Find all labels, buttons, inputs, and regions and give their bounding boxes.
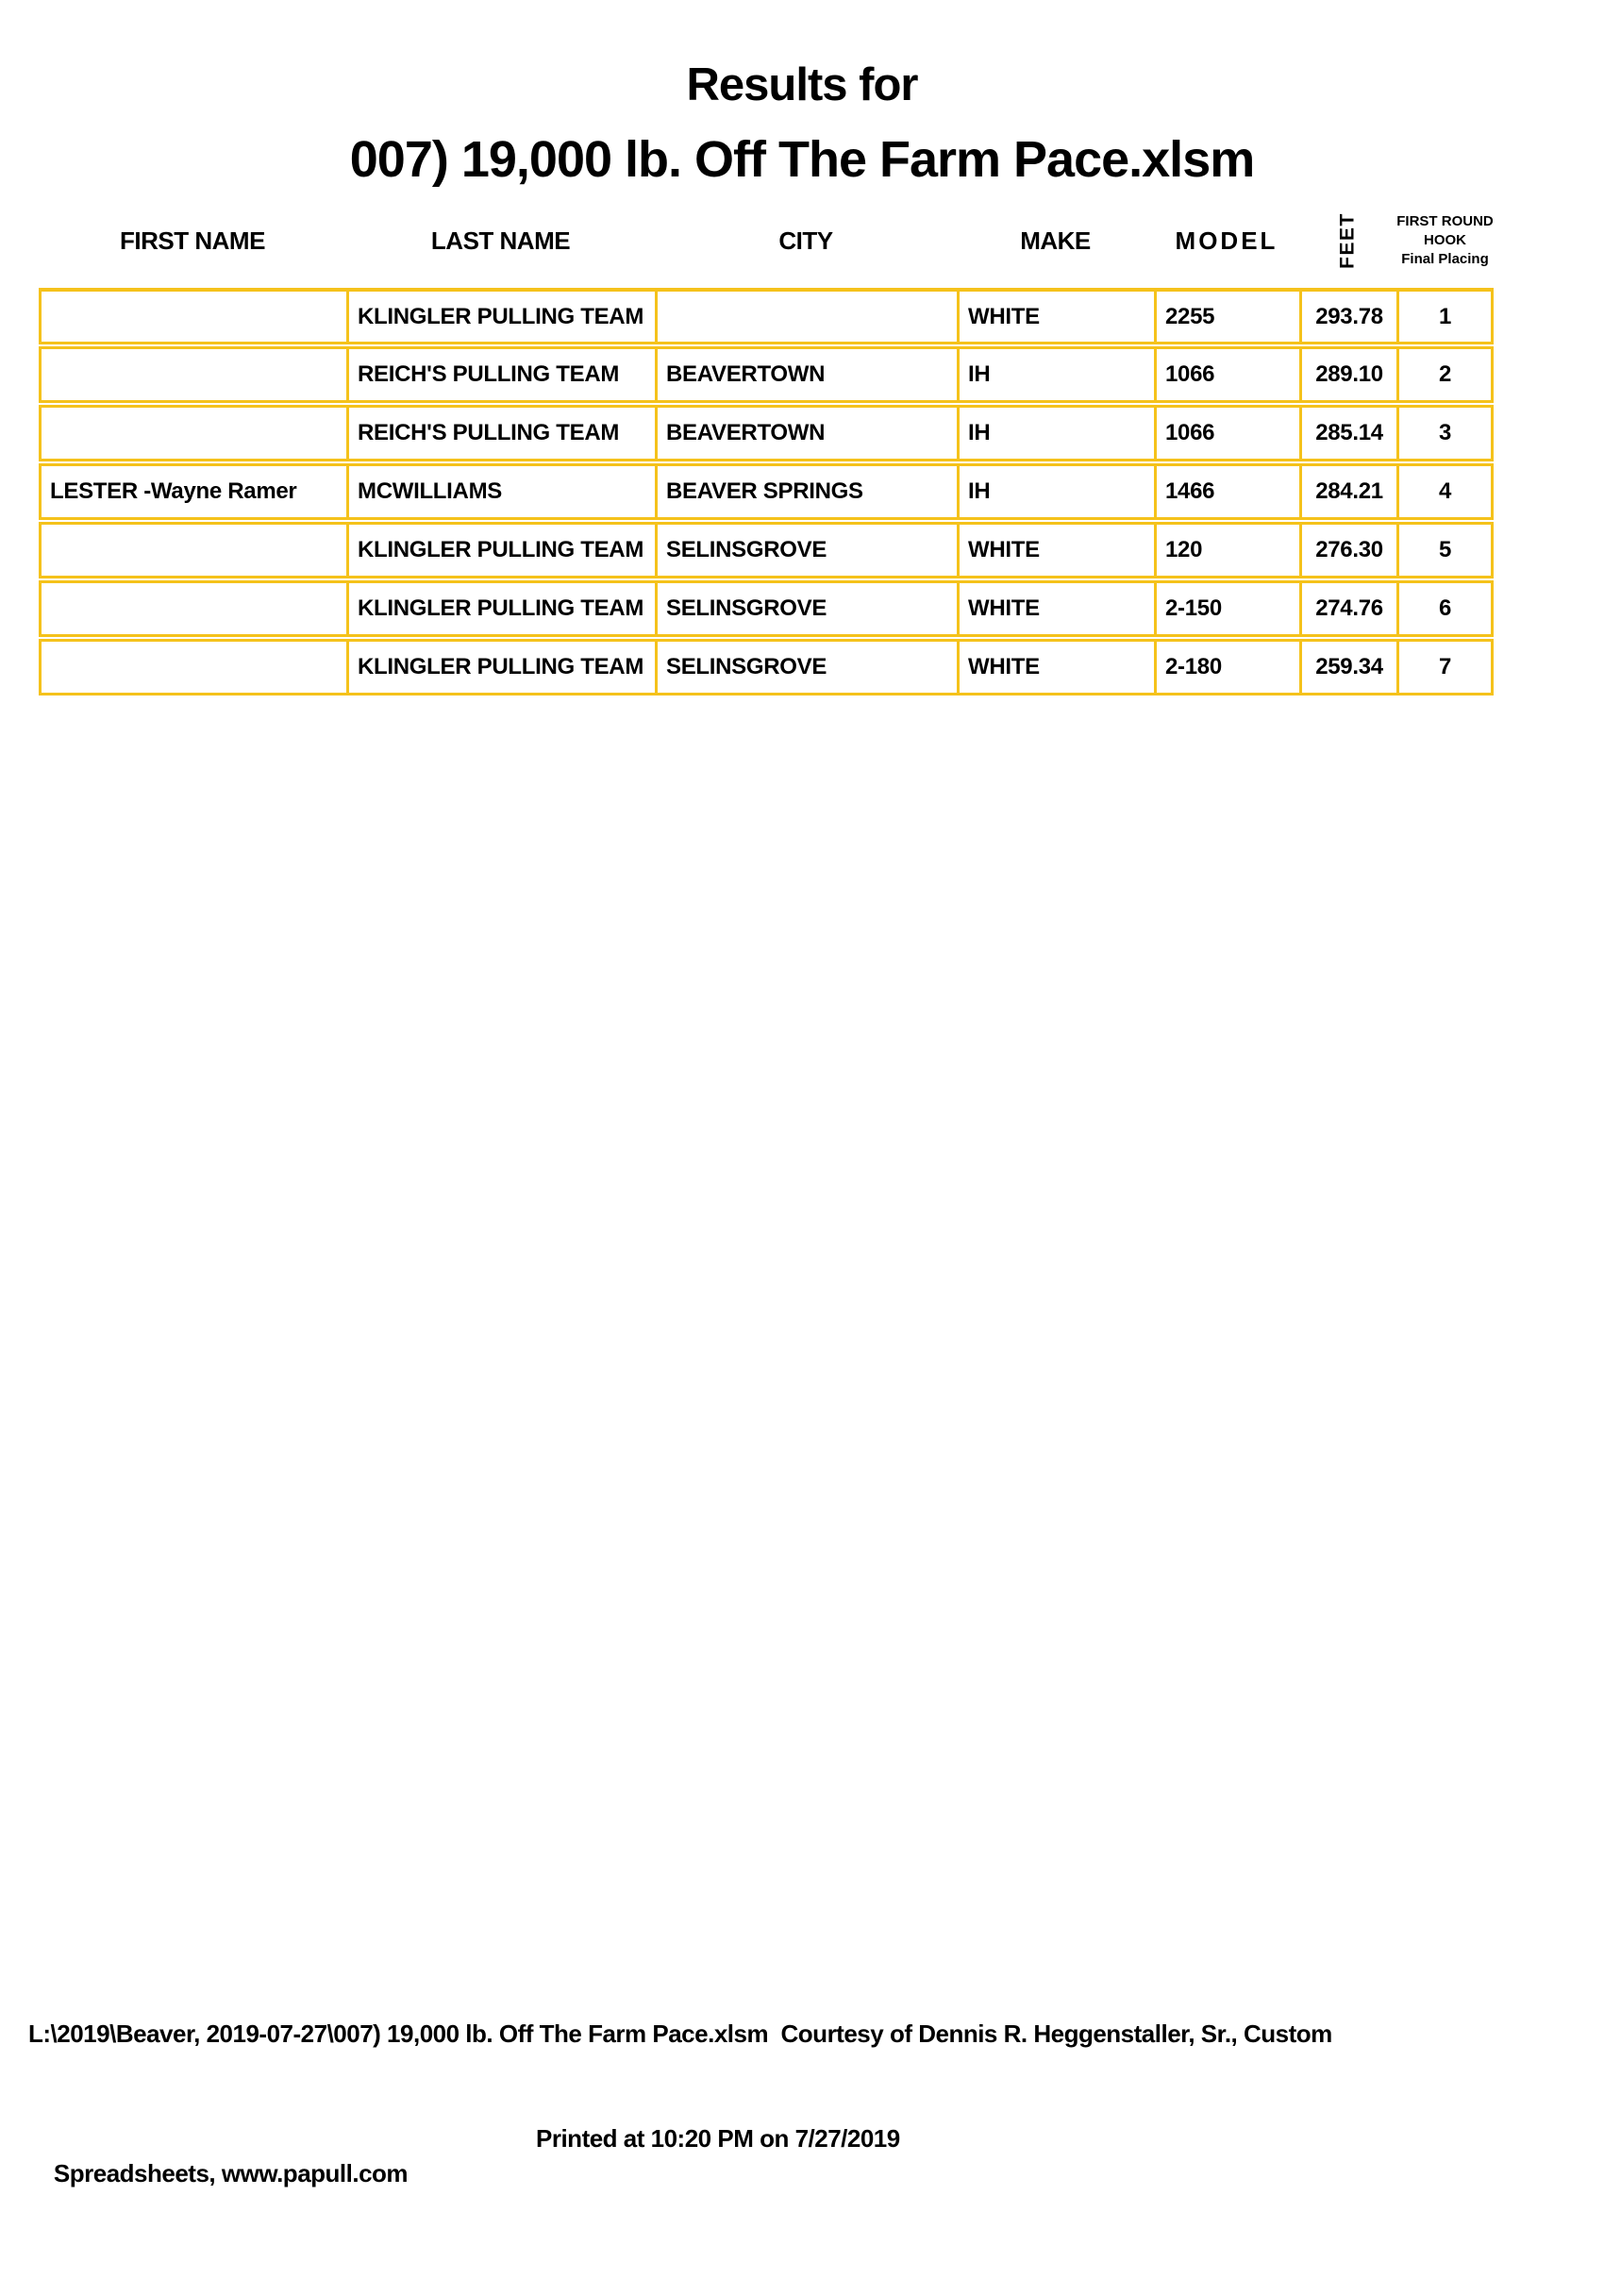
cell-feet: 274.76: [1299, 583, 1396, 634]
cell-model: 2-150: [1154, 583, 1299, 634]
cell-last-name: KLINGLER PULLING TEAM: [346, 525, 655, 576]
results-table-body: KLINGLER PULLING TEAM WHITE 2255 293.78 1 REI…: [39, 288, 1494, 697]
file-title: 007) 19,000 lb. Off The Farm Pace.xlsm: [349, 131, 1255, 188]
cell-model: 1466: [1154, 466, 1299, 517]
cell-first-name: [42, 583, 346, 634]
cell-feet: 284.21: [1299, 466, 1396, 517]
cell-city: SELINSGROVE: [655, 525, 957, 576]
column-header-feet: FEET: [1336, 212, 1359, 269]
cell-feet: 259.34: [1299, 642, 1396, 693]
table-row: KLINGLER PULLING TEAM SELINSGROVE WHITE 2-1…: [39, 580, 1494, 637]
cell-model: 2-180: [1154, 642, 1299, 693]
cell-model: 1066: [1154, 408, 1299, 459]
results-page: { "title": { "line1": "Results for", "li…: [28, 59, 1494, 2187]
cell-last-name: KLINGLER PULLING TEAM: [346, 292, 655, 342]
cell-first-name: [42, 525, 346, 576]
cell-city: BEAVERTOWN: [655, 349, 957, 400]
cell-placing: 2: [1396, 349, 1491, 400]
column-header-placing-line2: HOOK: [1424, 232, 1466, 248]
cell-last-name: MCWILLIAMS: [346, 466, 655, 517]
cell-make: WHITE: [957, 642, 1154, 693]
cell-model: 2255: [1154, 292, 1299, 342]
table-row: REICH'S PULLING TEAM BEAVERTOWN IH 1066 285.…: [39, 405, 1494, 461]
cell-last-name: REICH'S PULLING TEAM: [346, 349, 655, 400]
footer-file-path: L:\2019\Beaver, 2019-07-27\007) 19,000 l…: [28, 2019, 1332, 2048]
cell-city: BEAVER SPRINGS: [655, 466, 957, 517]
cell-feet: 285.14: [1299, 408, 1396, 459]
cell-placing: 1: [1396, 292, 1491, 342]
cell-first-name: LESTER -Wayne Ramer: [50, 478, 297, 504]
column-header-placing-line1: FIRST ROUND: [1396, 213, 1494, 229]
cell-city: [655, 292, 957, 342]
column-header-city: CITY: [778, 226, 833, 255]
column-header-make: MAKE: [1020, 226, 1091, 255]
cell-make: WHITE: [957, 583, 1154, 634]
cell-first-name: [42, 642, 346, 693]
footer-line2: Spreadsheets, www.papull.com Printed at …: [28, 2121, 1585, 2261]
page-footer: L:\2019\Beaver, 2019-07-27\007) 19,000 l…: [28, 1947, 1585, 2296]
cell-make: WHITE: [957, 525, 1154, 576]
cell-make: IH: [957, 466, 1154, 517]
cell-city: BEAVERTOWN: [655, 408, 957, 459]
footer-printed-timestamp: Printed at 10:20 PM on 7/27/2019: [536, 2124, 900, 2153]
cell-placing: 7: [1396, 642, 1491, 693]
column-header-model: MODEL: [1175, 226, 1278, 255]
cell-first-name: [42, 292, 346, 342]
table-row: LESTER -Wayne Ramer MCWILLIAMS BEAVER SPRI…: [39, 463, 1494, 520]
column-header-first-name: FIRST NAME: [120, 226, 265, 255]
table-row: KLINGLER PULLING TEAM SELINSGROVE WHITE 2-1…: [39, 639, 1494, 696]
cell-make: IH: [957, 349, 1154, 400]
cell-first-name: [42, 349, 346, 400]
cell-make: IH: [957, 408, 1154, 459]
cell-placing: 5: [1396, 525, 1491, 576]
cell-feet: 293.78: [1299, 292, 1396, 342]
cell-placing: 3: [1396, 408, 1491, 459]
table-header-row: FIRST NAME LAST NAME CITY MAKE MODEL FEE…: [39, 196, 1494, 285]
cell-feet: 276.30: [1299, 525, 1396, 576]
table-row: KLINGLER PULLING TEAM WHITE 2255 293.78 1: [39, 288, 1494, 344]
cell-placing: 6: [1396, 583, 1491, 634]
table-row: KLINGLER PULLING TEAM SELINSGROVE WHITE 120…: [39, 522, 1494, 578]
cell-make: WHITE: [957, 292, 1154, 342]
cell-city: SELINSGROVE: [655, 642, 957, 693]
footer-spreadsheets-text: Spreadsheets, www.papull.com: [53, 2159, 409, 2187]
table-row: REICH'S PULLING TEAM BEAVERTOWN IH 1066 289.…: [39, 346, 1494, 403]
page-title: Results for: [686, 59, 919, 110]
column-header-last-name: LAST NAME: [430, 226, 571, 255]
cell-last-name: REICH'S PULLING TEAM: [346, 408, 655, 459]
cell-city: SELINSGROVE: [655, 583, 957, 634]
cell-last-name: KLINGLER PULLING TEAM: [346, 642, 655, 693]
column-header-placing: FIRST ROUND HOOK Final Placing: [1396, 212, 1494, 269]
cell-feet: 289.10: [1299, 349, 1396, 400]
cell-placing: 4: [1396, 466, 1491, 517]
cell-first-name: [42, 408, 346, 459]
cell-model: 1066: [1154, 349, 1299, 400]
column-header-placing-line3: Final Placing: [1401, 251, 1489, 267]
cell-model: 120: [1154, 525, 1299, 576]
cell-last-name: KLINGLER PULLING TEAM: [346, 583, 655, 634]
